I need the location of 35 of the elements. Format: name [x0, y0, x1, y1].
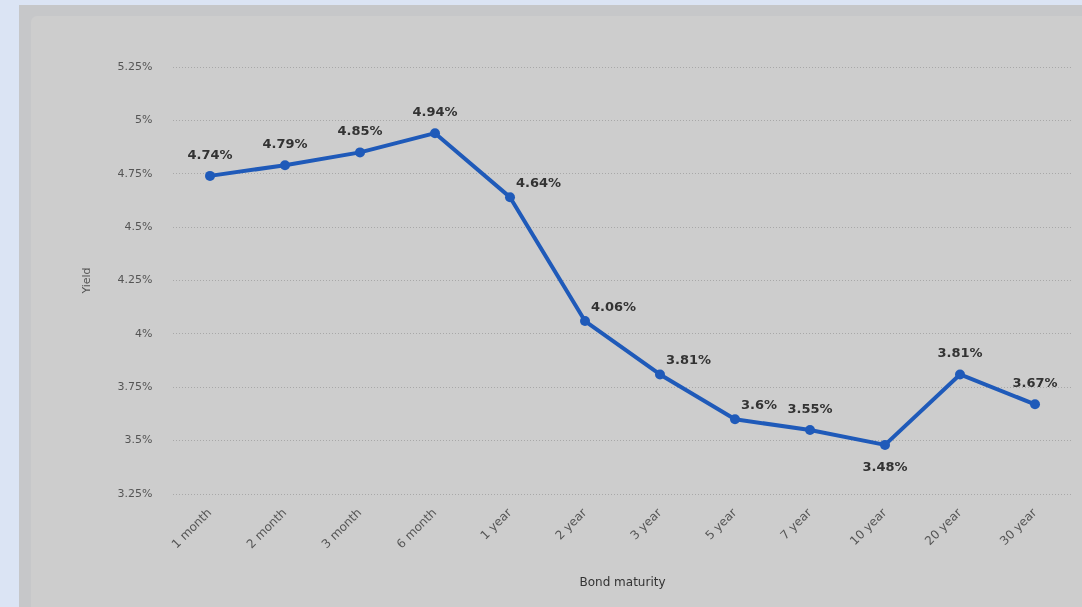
- point: [730, 414, 740, 425]
- y-tick-label: 3.5%: [124, 433, 153, 447]
- y-tick-label: 5%: [135, 113, 153, 127]
- point: [1030, 399, 1040, 410]
- data-label: 4.64%: [516, 175, 562, 191]
- data-label: 4.06%: [591, 299, 637, 315]
- point: [580, 316, 590, 327]
- data-label: 3.55%: [787, 400, 833, 416]
- point: [430, 128, 440, 139]
- point: [205, 170, 215, 181]
- data-label: 3.48%: [862, 458, 908, 474]
- point: [655, 369, 665, 380]
- point: [280, 160, 290, 171]
- y-tick-label: 3.75%: [117, 380, 153, 394]
- data-label: 3.81%: [666, 352, 712, 368]
- x-axis-title: Bond maturity: [579, 574, 666, 589]
- point: [805, 424, 815, 435]
- y-tick-label: 4.75%: [117, 166, 153, 180]
- data-label: 4.79%: [262, 136, 308, 152]
- data-label: 3.81%: [937, 345, 983, 361]
- point: [955, 369, 965, 380]
- point: [355, 147, 365, 158]
- y-tick-label: 3.25%: [117, 486, 153, 500]
- y-axis-title: Yield: [80, 267, 94, 295]
- y-tick-label: 4%: [135, 326, 153, 340]
- y-tick-label: 4.5%: [124, 219, 153, 233]
- point: [880, 439, 890, 450]
- data-label: 3.6%: [741, 397, 778, 413]
- data-label: 4.94%: [412, 104, 458, 120]
- point: [505, 192, 515, 203]
- y-tick-label: 5.25%: [117, 59, 153, 73]
- data-label: 3.67%: [1012, 375, 1058, 391]
- y-tick-label: 4.25%: [117, 273, 153, 287]
- data-label: 4.74%: [187, 146, 233, 162]
- data-label: 4.85%: [337, 123, 383, 139]
